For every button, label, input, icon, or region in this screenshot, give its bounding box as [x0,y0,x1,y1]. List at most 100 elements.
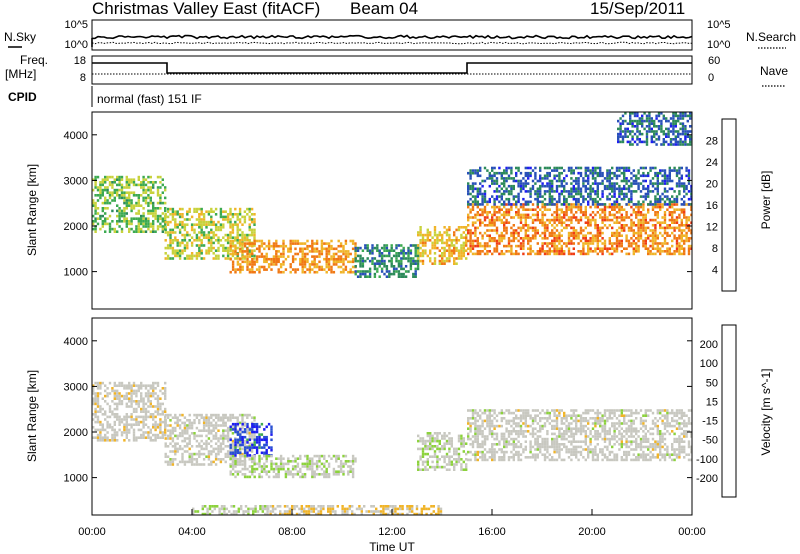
heatmap-cell [631,135,634,138]
heatmap-cell [279,252,283,256]
heatmap-cell [642,205,645,209]
heatmap-cell [234,236,237,239]
heatmap-cell [402,272,405,276]
heatmap-cell [493,166,496,170]
heatmap-cell [214,455,218,458]
heatmap-cell [683,234,686,237]
heatmap-cell [577,179,580,183]
heatmap-cell [503,177,506,180]
heatmap-cell [104,186,107,189]
heatmap-cell [690,203,692,206]
heatmap-cell [176,416,179,419]
heatmap-cell [431,236,434,239]
heatmap-cell [207,458,211,461]
heatmap-cell [419,252,422,255]
heatmap-cell [231,428,235,431]
heatmap-cell [445,244,449,247]
heatmap-cell [96,410,100,413]
heatmap-cell [327,263,331,266]
heatmap-cell [176,421,179,425]
heatmap-cell [601,211,604,214]
heatmap-cell [644,239,647,243]
heatmap-cell [481,203,484,206]
heatmap-cell [383,246,386,250]
heatmap-cell [565,242,568,245]
heatmap-cell [637,208,640,211]
heatmap-cell [669,125,673,128]
heatmap-cell [558,231,561,235]
heatmap-cell [265,260,268,264]
heatmap-cell [659,195,662,198]
heatmap-cell [629,132,632,136]
heatmap-cell [118,178,121,181]
heatmap-cell [539,192,542,196]
heatmap-cell [125,402,128,406]
heatmap-cell [123,217,126,220]
heatmap-cell [671,244,674,248]
heatmap-cell [255,467,259,471]
heatmap-cell [224,210,227,213]
heatmap-cell [231,426,235,430]
heatmap-cell [414,267,417,271]
heatmap-cell [656,179,659,183]
heatmap-cell [132,428,136,432]
heatmap-cell [572,184,575,188]
heatmap-cell [679,122,682,125]
heatmap-cell [260,451,264,455]
heatmap-cell [625,239,628,243]
heatmap-cell [243,218,247,221]
heatmap-cell [263,454,266,458]
heatmap-cell [656,213,659,217]
heatmap-cell [519,179,523,183]
heatmap-cell [174,252,177,255]
heatmap-cell [488,211,491,214]
heatmap-cell [128,384,131,387]
heatmap-cell [135,418,138,421]
heatmap-cell [424,249,427,252]
heatmap-cell [236,419,239,422]
heatmap-cell [275,239,278,243]
heatmap-cell [270,428,273,431]
heatmap-cell [214,207,218,211]
heatmap-cell [130,181,133,184]
heatmap-cell [431,244,434,247]
heatmap-cell [359,270,362,273]
heatmap-cell [591,239,595,243]
heatmap-cell [239,470,242,473]
heatmap-cell [166,416,170,419]
heatmap-cell [567,169,571,172]
heatmap-cell [323,247,326,251]
heatmap-cell [644,229,647,232]
heatmap-cell [681,140,685,144]
heatmap-cell [344,460,348,463]
heatmap-cell [424,452,427,456]
heatmap-cell [483,179,487,183]
heatmap-cell [144,436,148,439]
heatmap-cell [142,407,145,411]
heatmap-cell [169,236,172,239]
heatmap-cell [483,224,487,227]
heatmap-cell [106,201,109,205]
heatmap-cell [337,244,340,248]
heatmap-cell [681,114,685,118]
heatmap-cell [548,252,551,256]
heatmap-cell [96,381,100,385]
heatmap-cell [572,197,575,201]
heatmap-cell [207,236,211,239]
heatmap-cell [639,213,643,217]
heatmap-cell [296,239,300,243]
heatmap-cell [289,263,292,266]
heatmap-cell [417,257,420,260]
heatmap-cell [655,125,658,128]
heatmap-cell [231,260,235,264]
heatmap-cell [315,467,319,471]
heatmap-cell [519,218,523,222]
heatmap-cell [498,234,501,237]
heatmap-cell [337,239,340,243]
heatmap-cell [125,220,128,223]
heatmap-cell [128,178,131,181]
heatmap-cell [436,241,439,245]
heatmap-cell [642,171,645,175]
heatmap-cell [536,216,539,219]
heatmap-cell [287,255,290,258]
